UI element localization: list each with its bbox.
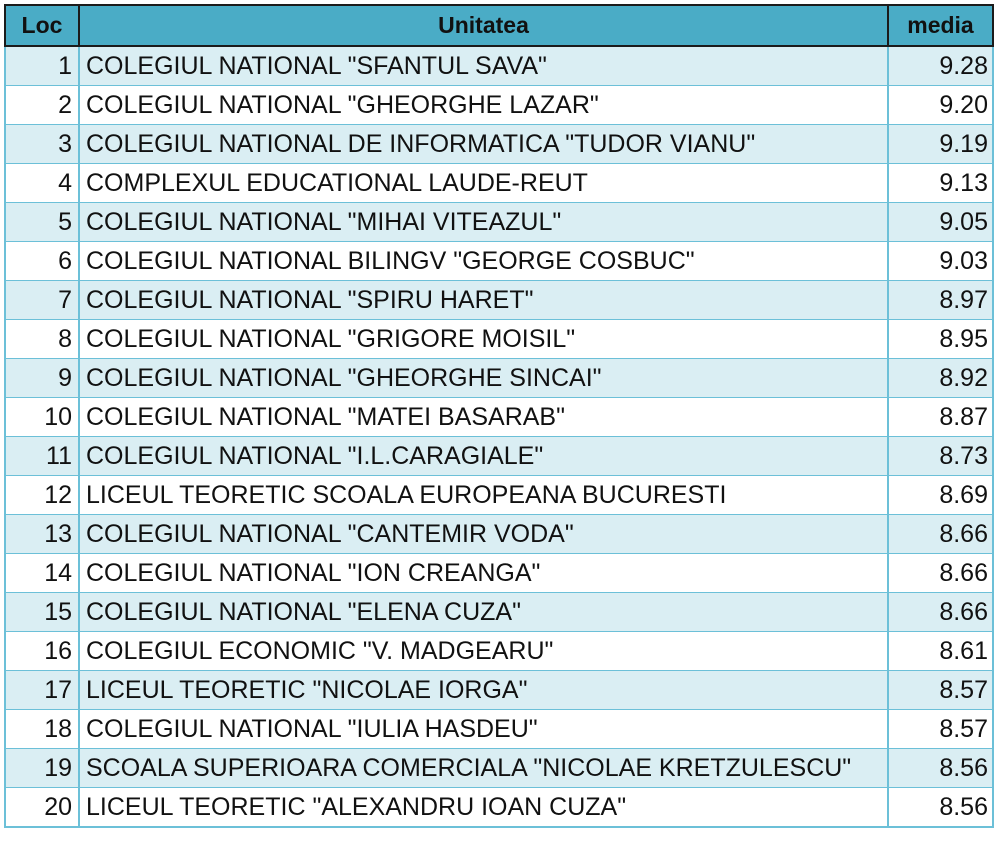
cell-media: 9.19 <box>887 124 994 164</box>
cell-media: 9.20 <box>887 85 994 125</box>
cell-unitatea: LICEUL TEORETIC "ALEXANDRU IOAN CUZA" <box>78 787 889 828</box>
header-row: Loc Unitatea media <box>4 4 994 47</box>
ranking-table: Loc Unitatea media 1 COLEGIUL NATIONAL "S… <box>4 4 994 828</box>
table-row: 3 COLEGIUL NATIONAL DE INFORMATICA "TUDOR… <box>4 124 994 164</box>
cell-loc: 5 <box>4 202 80 242</box>
cell-media: 8.69 <box>887 475 994 515</box>
cell-media: 8.61 <box>887 631 994 671</box>
cell-unitatea: COLEGIUL NATIONAL "CANTEMIR VODA" <box>78 514 889 554</box>
cell-media: 8.66 <box>887 514 994 554</box>
table-row: 13 COLEGIUL NATIONAL "CANTEMIR VODA" 8.66 <box>4 514 994 554</box>
cell-unitatea: COLEGIUL NATIONAL "SPIRU HARET" <box>78 280 889 320</box>
cell-loc: 19 <box>4 748 80 788</box>
cell-unitatea: COLEGIUL NATIONAL "MATEI BASARAB" <box>78 397 889 437</box>
cell-unitatea: COLEGIUL NATIONAL BILINGV "GEORGE COSBUC… <box>78 241 889 281</box>
cell-unitatea: COLEGIUL NATIONAL "ELENA CUZA" <box>78 592 889 632</box>
ranking-table-container: Loc Unitatea media 1 COLEGIUL NATIONAL "S… <box>4 4 994 828</box>
table-row: 16 COLEGIUL ECONOMIC "V. MADGEARU" 8.61 <box>4 631 994 671</box>
cell-loc: 13 <box>4 514 80 554</box>
table-header: Loc Unitatea media <box>4 4 994 47</box>
cell-loc: 16 <box>4 631 80 671</box>
table-row: 6 COLEGIUL NATIONAL BILINGV "GEORGE COSBU… <box>4 241 994 281</box>
cell-loc: 2 <box>4 85 80 125</box>
cell-unitatea: COLEGIUL NATIONAL "I.L.CARAGIALE" <box>78 436 889 476</box>
cell-unitatea: COLEGIUL NATIONAL "MIHAI VITEAZUL" <box>78 202 889 242</box>
table-row: 7 COLEGIUL NATIONAL "SPIRU HARET" 8.97 <box>4 280 994 320</box>
cell-unitatea: COLEGIUL NATIONAL "IULIA HASDEU" <box>78 709 889 749</box>
cell-loc: 18 <box>4 709 80 749</box>
cell-loc: 3 <box>4 124 80 164</box>
cell-unitatea: LICEUL TEORETIC SCOALA EUROPEANA BUCURES… <box>78 475 889 515</box>
cell-media: 9.03 <box>887 241 994 281</box>
cell-media: 8.73 <box>887 436 994 476</box>
cell-media: 8.56 <box>887 748 994 788</box>
table-row: 15 COLEGIUL NATIONAL "ELENA CUZA" 8.66 <box>4 592 994 632</box>
cell-media: 8.97 <box>887 280 994 320</box>
cell-unitatea: LICEUL TEORETIC "NICOLAE IORGA" <box>78 670 889 710</box>
cell-loc: 17 <box>4 670 80 710</box>
cell-unitatea: SCOALA SUPERIOARA COMERCIALA "NICOLAE KR… <box>78 748 889 788</box>
table-row: 11 COLEGIUL NATIONAL "I.L.CARAGIALE" 8.73 <box>4 436 994 476</box>
table-row: 12 LICEUL TEORETIC SCOALA EUROPEANA BUCUR… <box>4 475 994 515</box>
column-header-media: media <box>887 4 994 47</box>
cell-loc: 10 <box>4 397 80 437</box>
cell-loc: 15 <box>4 592 80 632</box>
cell-media: 8.66 <box>887 592 994 632</box>
cell-unitatea: COLEGIUL NATIONAL "GHEORGHE SINCAI" <box>78 358 889 398</box>
cell-loc: 6 <box>4 241 80 281</box>
cell-unitatea: COLEGIUL NATIONAL "GRIGORE MOISIL" <box>78 319 889 359</box>
cell-unitatea: COLEGIUL ECONOMIC "V. MADGEARU" <box>78 631 889 671</box>
table-row: 18 COLEGIUL NATIONAL "IULIA HASDEU" 8.57 <box>4 709 994 749</box>
cell-media: 8.92 <box>887 358 994 398</box>
cell-media: 9.28 <box>887 45 994 86</box>
table-row: 20 LICEUL TEORETIC "ALEXANDRU IOAN CUZA" 8… <box>4 787 994 828</box>
cell-unitatea: COLEGIUL NATIONAL "ION CREANGA" <box>78 553 889 593</box>
table-body: 1 COLEGIUL NATIONAL "SFANTUL SAVA" 9.28 2 CO… <box>4 45 994 828</box>
cell-unitatea: COMPLEXUL EDUCATIONAL LAUDE-REUT <box>78 163 889 203</box>
cell-media: 8.95 <box>887 319 994 359</box>
table-row: 1 COLEGIUL NATIONAL "SFANTUL SAVA" 9.28 <box>4 45 994 86</box>
cell-media: 8.56 <box>887 787 994 828</box>
table-row: 4 COMPLEXUL EDUCATIONAL LAUDE-REUT 9.13 <box>4 163 994 203</box>
cell-loc: 1 <box>4 45 80 86</box>
column-header-loc: Loc <box>4 4 80 47</box>
table-row: 8 COLEGIUL NATIONAL "GRIGORE MOISIL" 8.95 <box>4 319 994 359</box>
cell-unitatea: COLEGIUL NATIONAL DE INFORMATICA "TUDOR … <box>78 124 889 164</box>
cell-loc: 20 <box>4 787 80 828</box>
table-row: 19 SCOALA SUPERIOARA COMERCIALA "NICOLAE … <box>4 748 994 788</box>
cell-loc: 7 <box>4 280 80 320</box>
cell-loc: 12 <box>4 475 80 515</box>
cell-media: 8.57 <box>887 709 994 749</box>
cell-loc: 14 <box>4 553 80 593</box>
cell-media: 9.13 <box>887 163 994 203</box>
cell-media: 8.66 <box>887 553 994 593</box>
cell-unitatea: COLEGIUL NATIONAL "GHEORGHE LAZAR" <box>78 85 889 125</box>
table-row: 9 COLEGIUL NATIONAL "GHEORGHE SINCAI" 8.92 <box>4 358 994 398</box>
table-row: 5 COLEGIUL NATIONAL "MIHAI VITEAZUL" 9.05 <box>4 202 994 242</box>
table-row: 10 COLEGIUL NATIONAL "MATEI BASARAB" 8.87 <box>4 397 994 437</box>
cell-loc: 9 <box>4 358 80 398</box>
cell-loc: 11 <box>4 436 80 476</box>
column-header-unitatea: Unitatea <box>78 4 889 47</box>
cell-media: 9.05 <box>887 202 994 242</box>
table-row: 2 COLEGIUL NATIONAL "GHEORGHE LAZAR" 9.20 <box>4 85 994 125</box>
cell-media: 8.87 <box>887 397 994 437</box>
table-row: 14 COLEGIUL NATIONAL "ION CREANGA" 8.66 <box>4 553 994 593</box>
cell-loc: 8 <box>4 319 80 359</box>
table-row: 17 LICEUL TEORETIC "NICOLAE IORGA" 8.57 <box>4 670 994 710</box>
cell-loc: 4 <box>4 163 80 203</box>
cell-unitatea: COLEGIUL NATIONAL "SFANTUL SAVA" <box>78 45 889 86</box>
cell-media: 8.57 <box>887 670 994 710</box>
